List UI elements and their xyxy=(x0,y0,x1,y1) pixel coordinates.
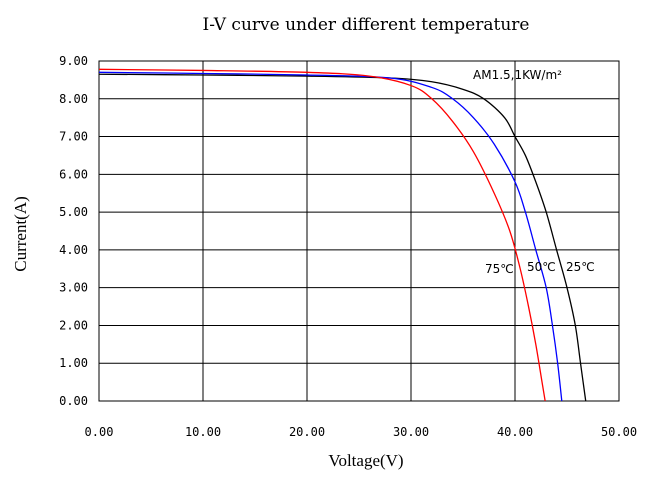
x-tick-label: 10.00 xyxy=(185,425,221,439)
y-tick-label: 7.00 xyxy=(59,130,88,144)
series-line-50c xyxy=(98,71,563,402)
y-tick-label: 8.00 xyxy=(59,92,88,106)
x-tick-label: 50.00 xyxy=(601,425,637,439)
series-line-25c xyxy=(98,73,587,402)
chart-title: I-V curve under different temperature xyxy=(203,15,530,35)
series-label-75c: 75℃ xyxy=(485,262,514,276)
series-label-25c: 25℃ xyxy=(566,260,595,274)
y-tick-label: 0.00 xyxy=(59,394,88,408)
x-tick-label: 40.00 xyxy=(497,425,533,439)
series-labels: 25℃ 50℃ 75℃ xyxy=(485,260,595,276)
y-tick-label: 1.00 xyxy=(59,356,88,370)
x-tick-label: 0.00 xyxy=(85,425,114,439)
tick-labels: 0.00 10.00 20.00 30.00 40.00 50.00 0.00 1.00 2.0… xyxy=(59,54,637,439)
y-tick-label: 3.00 xyxy=(59,281,88,295)
y-tick-label: 6.00 xyxy=(59,167,88,181)
series-line-75c xyxy=(98,68,546,402)
series-label-50c: 50℃ xyxy=(527,260,556,274)
x-axis-label: Voltage(V) xyxy=(328,451,403,470)
conditions-annotation: AM1.5,1KW/m² xyxy=(473,68,562,82)
y-tick-label: 9.00 xyxy=(59,54,88,68)
y-tick-label: 2.00 xyxy=(59,318,88,332)
x-tick-label: 30.00 xyxy=(393,425,429,439)
grid-lines xyxy=(98,60,620,402)
y-tick-label: 5.00 xyxy=(59,205,88,219)
plot-frame xyxy=(98,60,620,402)
series-group xyxy=(98,68,587,402)
x-tick-label: 20.00 xyxy=(289,425,325,439)
y-tick-label: 4.00 xyxy=(59,243,88,257)
y-axis-label: Current(A) xyxy=(11,196,30,272)
